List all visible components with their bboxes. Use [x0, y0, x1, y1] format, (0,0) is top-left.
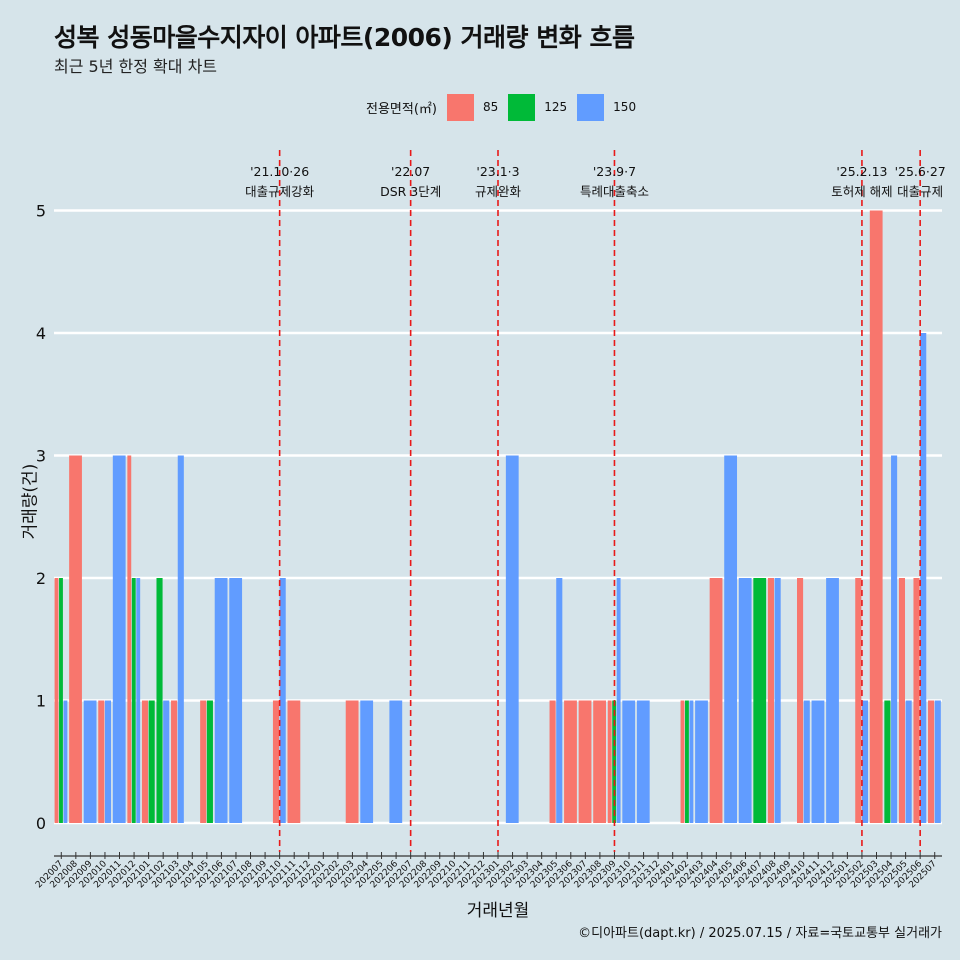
legend-item-150: 150	[577, 93, 637, 121]
y-tick-label: 5	[36, 202, 46, 221]
legend: 전용면적(㎡) 85 125 150	[366, 93, 646, 121]
annotation-label: 특례대출축소	[580, 184, 649, 199]
bar-202308-85	[593, 700, 606, 823]
legend-label-150: 150	[613, 100, 637, 114]
annotation-date: '23.9·7	[593, 164, 636, 179]
bar-202408-85	[767, 578, 774, 823]
bar-202406-150	[738, 578, 752, 823]
bar-202111-85	[287, 700, 301, 823]
bar-202506-85	[913, 578, 920, 823]
bar-202007-125	[59, 578, 63, 823]
annotation-label: DSR 3단계	[380, 184, 441, 199]
bar-202505-85	[898, 578, 906, 823]
bar-202307-85	[578, 700, 592, 823]
bar-202110-150	[279, 578, 286, 823]
bar-202408-150	[774, 578, 781, 823]
chart-title: 성복 성동마을수지자이 아파트(2006) 거래량 변화 흐름	[54, 23, 635, 52]
annotation-date: '22.07	[391, 164, 430, 179]
legend-swatch-150	[577, 93, 605, 121]
y-tick-label: 2	[36, 569, 46, 588]
bar-202206-150	[389, 700, 403, 823]
bar-202107-150	[229, 578, 243, 823]
bar-202011-150	[112, 455, 126, 823]
bar-202507-150	[934, 700, 941, 823]
bar-202412-150	[826, 578, 839, 823]
bar-202503-85	[869, 210, 883, 823]
annotation-label: 토허제 해제	[831, 184, 892, 199]
bar-202506-150	[920, 333, 927, 823]
legend-item-125: 125	[508, 93, 568, 121]
annotation-date: '23.1·3	[476, 164, 519, 179]
bar-202106-150	[214, 578, 228, 823]
bar-202411-150	[811, 700, 825, 823]
legend-label-85: 85	[482, 100, 499, 114]
bar-202102-125	[156, 578, 163, 823]
legend-swatch-125	[508, 93, 536, 121]
bar-202502-150	[861, 700, 869, 823]
bar-202410-150	[803, 700, 810, 823]
bar-202110-85	[272, 700, 280, 823]
bar-202402-150	[689, 700, 694, 823]
y-axis-label: 거래량(건)	[20, 463, 41, 540]
y-tick-label: 0	[36, 814, 46, 833]
chart-subtitle: 최근 5년 한정 확대 차트	[54, 57, 218, 76]
annotation-date: '25.6·27	[895, 164, 946, 179]
bar-202008-85	[69, 455, 82, 823]
bar-202012-150	[136, 578, 141, 823]
annotation-date: '21.10·26	[250, 164, 309, 179]
y-tick-label: 3	[36, 447, 46, 466]
bar-202505-150	[905, 700, 912, 823]
bar-202105-85	[200, 700, 207, 823]
bar-202105-125	[206, 700, 213, 823]
bar-202504-125	[884, 700, 891, 823]
bar-202103-85	[171, 700, 178, 823]
bar-202402-85	[680, 700, 685, 823]
bar-202101-85	[141, 700, 149, 823]
legend-title: 전용면적(㎡)	[366, 101, 437, 117]
bar-202305-150	[556, 578, 563, 823]
bar-202103-150	[177, 455, 184, 823]
bar-202306-85	[564, 700, 577, 823]
bar-202012-125	[131, 578, 136, 823]
bar-202404-85	[709, 578, 723, 823]
bar-202101-125	[148, 700, 155, 823]
bar-202405-150	[724, 455, 738, 823]
bar-202305-85	[549, 700, 556, 823]
x-axis-label: 거래년월	[466, 901, 530, 921]
annotation-label: 대출규제	[897, 184, 943, 199]
bar-202009-150	[83, 700, 97, 823]
bar-202310-150	[622, 700, 636, 823]
bar-202309-150	[616, 578, 621, 823]
bar-202007-150	[63, 700, 68, 823]
y-tick-label: 1	[36, 692, 46, 711]
bar-202403-150	[695, 700, 708, 823]
annotation-label: 대출규제강화	[245, 184, 315, 199]
y-tick-label: 4	[36, 324, 46, 343]
bar-202311-150	[636, 700, 650, 823]
bar-202410-85	[797, 578, 804, 823]
bar-202010-150	[104, 700, 112, 823]
bar-202407-125	[753, 578, 767, 823]
legend-item-85: 85	[446, 93, 499, 121]
bar-202203-85	[345, 700, 359, 823]
bar-202502-85	[855, 578, 862, 823]
source-caption: ©디아파트(dapt.kr) / 2025.07.15 / 자료=국토교통부 실…	[578, 926, 942, 941]
bar-202302-150	[505, 455, 519, 823]
bar-202010-85	[98, 700, 105, 823]
bar-202507-85	[928, 700, 935, 823]
bar-202204-150	[360, 700, 374, 823]
legend-swatch-85	[446, 93, 474, 121]
annotation-label: 규제완화	[475, 184, 522, 199]
legend-label-125: 125	[544, 100, 568, 114]
annotation-date: '25.2.13	[836, 164, 887, 179]
bar-202007-85	[54, 578, 59, 823]
bar-202102-150	[163, 700, 170, 823]
bar-202504-150	[891, 455, 898, 823]
bar-202309-85	[607, 700, 612, 823]
bar-202402-125	[685, 700, 689, 823]
bar-202012-85	[127, 455, 132, 823]
